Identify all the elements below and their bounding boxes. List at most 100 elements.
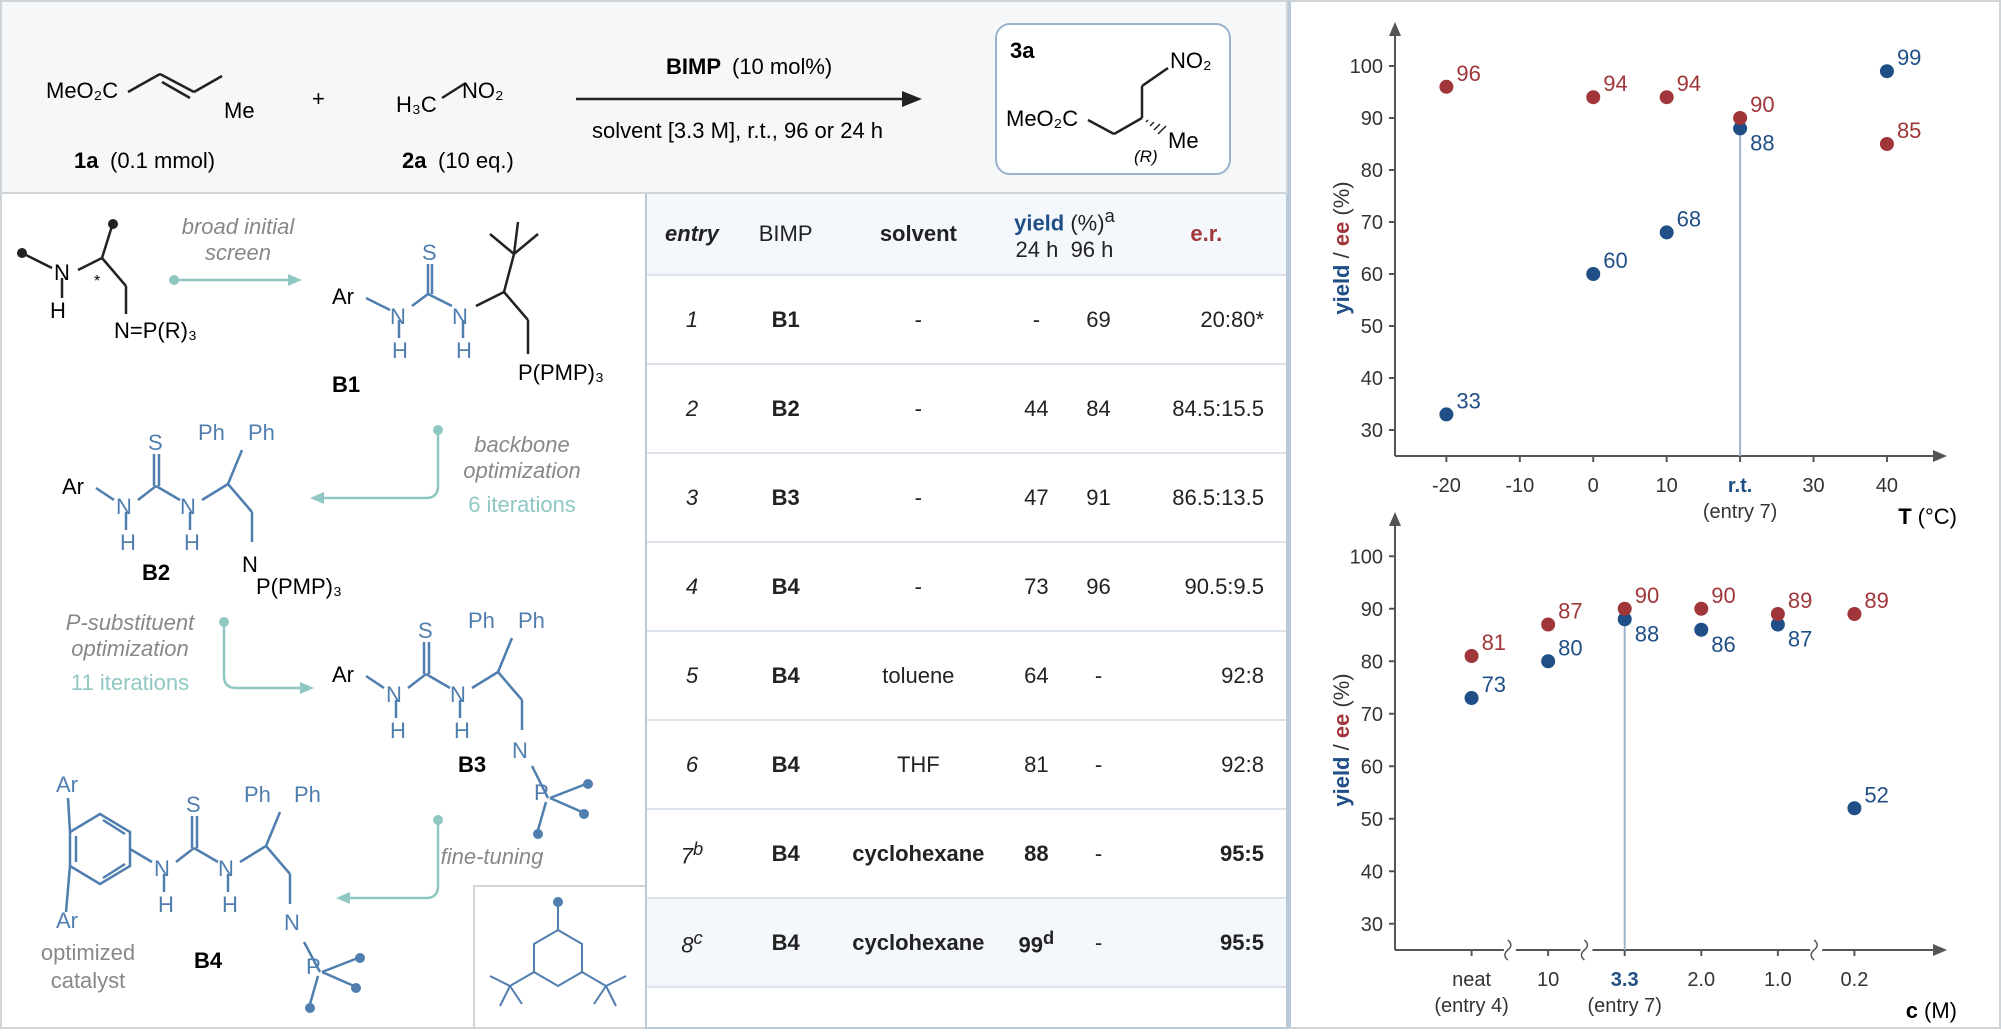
b4-ar: Ar xyxy=(56,772,78,797)
b4-caption: optimized xyxy=(41,940,135,965)
ee-data-label: 89 xyxy=(1864,588,1888,613)
ee-point xyxy=(1770,607,1785,621)
step1-arrowhead xyxy=(288,274,302,286)
inset-attachment-dot xyxy=(553,897,563,907)
yield-data-label: 33 xyxy=(1456,388,1480,413)
yield96-cell: - xyxy=(1070,809,1127,899)
b1-h: H xyxy=(456,338,472,363)
table-row: 5 B4 toluene 64-92:8 xyxy=(647,631,1286,721)
header-bimp: BIMP xyxy=(736,194,835,276)
axis-break-mask xyxy=(1503,940,1516,960)
ee-point xyxy=(1464,649,1479,663)
step2-text: backbone xyxy=(474,432,569,457)
bimp-cell: B4 xyxy=(736,542,835,632)
ee-point xyxy=(1541,617,1556,632)
b4-s: S xyxy=(186,792,201,817)
step4-arrow xyxy=(348,820,440,900)
charts-svg: 30 40 50 60 70 80 90 100 -20 -10 0 10 r.t. 30 40 (entry… xyxy=(1329,22,1957,1023)
step2-arrow xyxy=(322,430,440,500)
ee-point xyxy=(1586,90,1601,105)
axis-break xyxy=(1810,939,1818,961)
solvent-cell: cyclohexane xyxy=(834,898,1003,988)
x-tick-label: 10 xyxy=(1537,969,1559,991)
entry-cell: 8c xyxy=(647,898,737,988)
reaction-scheme: MeO₂C Me 1a (0.1 mmol) + H₃C NO₂ 2a (10 … xyxy=(0,0,1288,194)
yield-data-label: 88 xyxy=(1750,130,1774,155)
b4-ar: Ar xyxy=(56,908,78,933)
charts-panel: 30 40 50 60 70 80 90 100 -20 -10 0 10 r.t. 30 40 (entry… xyxy=(1288,0,2001,1029)
generic-stereo: * xyxy=(94,273,100,290)
plus-sign: + xyxy=(312,86,325,111)
b4-caption: catalyst xyxy=(51,968,126,993)
x-tick-sublabel: (entry 4) xyxy=(1434,995,1508,1017)
sm2-no2-text: NO₂ xyxy=(462,78,504,103)
step3-text: optimization xyxy=(71,636,188,661)
bimp-cell: B1 xyxy=(736,275,835,365)
er-cell: 90.5:9.5 xyxy=(1126,542,1286,632)
yield-point xyxy=(1770,617,1785,632)
ee-point xyxy=(1694,601,1709,616)
reaction-svg: MeO₂C Me 1a (0.1 mmol) + H₃C NO₂ 2a (10 … xyxy=(46,23,1231,175)
ee-data-label: 94 xyxy=(1603,71,1627,96)
ee-data-label: 96 xyxy=(1456,61,1480,86)
yield-data-label: 73 xyxy=(1482,672,1506,697)
step1-dot xyxy=(169,275,179,285)
generic-n: N xyxy=(54,260,70,285)
solvent-cell: - xyxy=(834,275,1003,365)
yield96-cell: 84 xyxy=(1070,364,1127,454)
entry-cell: 5 xyxy=(647,631,737,721)
header-solvent: solvent xyxy=(834,194,1003,276)
header-24h: 24 h xyxy=(1015,236,1059,262)
b3-p: P xyxy=(534,780,549,805)
y-tick-label: 80 xyxy=(1361,651,1383,673)
generic-h: H xyxy=(50,298,66,323)
b1-backbone xyxy=(475,221,539,354)
inset-substituents xyxy=(489,906,627,1007)
x-tick-label: neat xyxy=(1452,969,1491,991)
er-cell: 86.5:13.5 xyxy=(1126,453,1286,543)
yield24-cell: - xyxy=(1002,275,1071,365)
ee-data-label: 90 xyxy=(1711,583,1735,608)
b3-label: B3 xyxy=(458,752,486,777)
yield24-cell: 44 xyxy=(1002,364,1071,454)
ee-point xyxy=(1617,601,1632,616)
sm2-bond xyxy=(441,82,465,100)
step4-text: fine-tuning xyxy=(441,844,545,869)
inset-box xyxy=(473,885,647,1027)
reagent-name: BIMP xyxy=(666,54,721,79)
axis-break-mask xyxy=(1810,940,1823,960)
bimp-cell: B4 xyxy=(736,809,835,899)
y-axis-arrow xyxy=(1389,512,1401,526)
step2-text: optimization xyxy=(463,458,580,483)
table-row: 2 B2-44 84 84.5:15.5 xyxy=(647,364,1286,454)
yield96-cell: 69 xyxy=(1070,275,1127,365)
y-axis-label: yield / ee (%) xyxy=(1329,181,1354,314)
b4-thiourea xyxy=(64,797,359,1005)
header-96h: 96 h xyxy=(1070,236,1114,262)
er-cell: 92:8 xyxy=(1126,720,1286,810)
solvent-cell: cyclohexane xyxy=(834,809,1003,899)
b3-n: N xyxy=(386,682,402,707)
b3-ph: Ph xyxy=(518,608,545,633)
y-axis-label: yield / ee (%) xyxy=(1329,673,1354,806)
generic-methyl-dot xyxy=(17,248,27,258)
table-row: 1 B1- -69 20:80* xyxy=(647,275,1286,365)
x-tick-label: 0.2 xyxy=(1841,969,1869,991)
b3-ar: Ar xyxy=(332,662,354,687)
x-tick-label: 0 xyxy=(1588,475,1599,497)
b3-p-sub xyxy=(579,809,589,819)
b4-h: H xyxy=(158,892,174,917)
results-table-panel: entry BIMP solvent yield (%)a 24 h 96 h … xyxy=(645,194,1288,1029)
yield-point xyxy=(1464,691,1479,705)
sm1-skeleton xyxy=(127,72,223,100)
product-label: 3a xyxy=(1010,38,1035,63)
ee-point xyxy=(1879,137,1894,151)
b2-n: N xyxy=(180,494,196,519)
er-cell: 95:5 xyxy=(1126,809,1286,899)
sm2-label: 2a xyxy=(402,148,427,173)
y-tick-label: 60 xyxy=(1361,756,1383,778)
step3-dot xyxy=(219,617,229,627)
table-row: 6 B4 THF 81-92:8 xyxy=(647,720,1286,810)
x-tick-label: 3.3 xyxy=(1611,969,1639,991)
yield-point xyxy=(1694,622,1709,637)
